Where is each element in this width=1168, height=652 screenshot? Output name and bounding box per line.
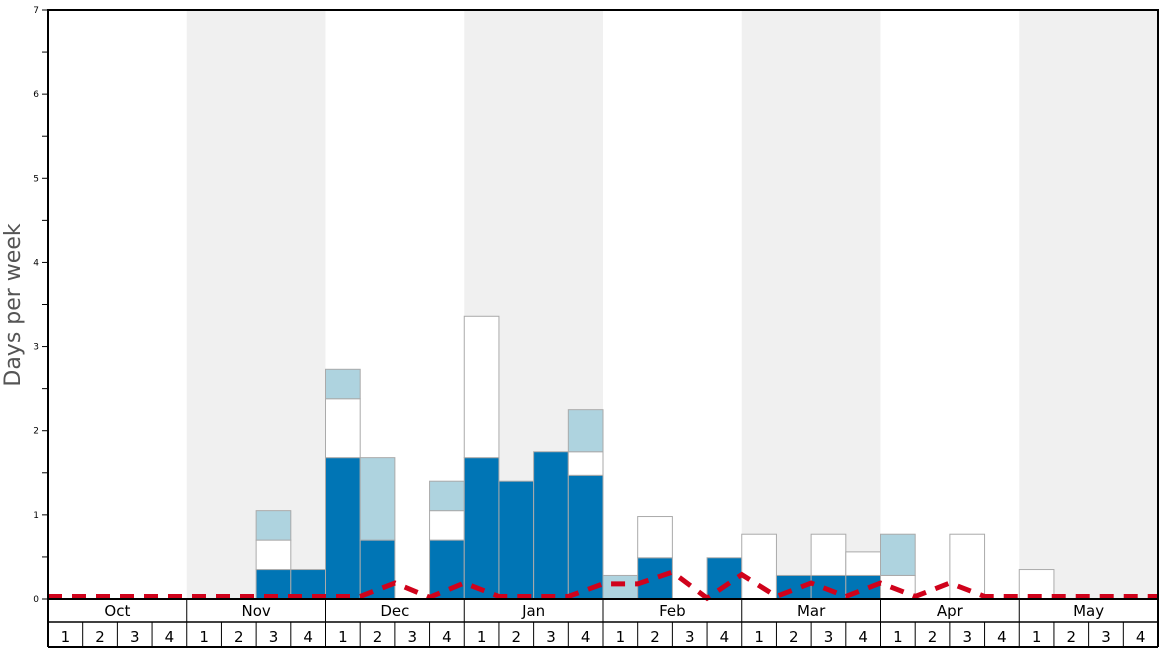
month-label-mar: Mar (797, 602, 826, 620)
bar-dark-week-13 (463, 457, 500, 600)
week-label: 4 (1136, 628, 1146, 646)
bar-dark-week-14 (498, 480, 535, 600)
y-tick-label: 3 (33, 343, 39, 353)
week-label: 4 (165, 628, 175, 646)
bar-white-week-24 (845, 551, 881, 576)
y-tick-label: 5 (33, 174, 39, 184)
bar-dark-week-12 (429, 539, 465, 600)
month-label-nov: Nov (241, 602, 270, 620)
week-label: 4 (581, 628, 591, 646)
bar-light-week-7 (255, 510, 292, 541)
bar-white-week-7 (255, 539, 292, 571)
week-label: 4 (442, 628, 452, 646)
week-label: 1 (338, 628, 348, 646)
y-tick-label: 1 (33, 511, 39, 521)
bar-light-week-9 (325, 368, 361, 400)
y-tick-label: 6 (33, 90, 39, 100)
month-shade-nov (186, 10, 326, 599)
week-label: 1 (61, 628, 71, 646)
bar-light-week-17 (602, 574, 639, 600)
y-axis-label: Days per week (1, 223, 26, 386)
month-label-oct: Oct (104, 602, 130, 620)
bar-white-week-23 (810, 533, 847, 576)
week-label: 3 (269, 628, 279, 646)
week-label: 3 (546, 628, 556, 646)
week-label: 1 (616, 628, 626, 646)
month-label-apr: Apr (937, 602, 964, 620)
month-label-jan: Jan (521, 602, 545, 620)
bar-light-week-12 (429, 480, 465, 512)
week-label: 2 (1067, 628, 1077, 646)
week-label: 3 (1101, 628, 1111, 646)
month-label-feb: Feb (659, 602, 686, 620)
week-label: 2 (650, 628, 660, 646)
bar-light-week-25 (880, 533, 916, 576)
y-tick-label: 2 (33, 427, 39, 437)
week-label: 4 (720, 628, 730, 646)
bar-dark-week-9 (325, 457, 361, 600)
month-shade-mar (741, 10, 881, 599)
bar-white-week-12 (429, 510, 465, 541)
week-label: 3 (685, 628, 695, 646)
week-label: 1 (477, 628, 487, 646)
week-label: 2 (789, 628, 799, 646)
bar-white-week-9 (325, 398, 361, 459)
bar-white-week-13 (463, 315, 500, 459)
bar-light-week-16 (567, 409, 604, 453)
week-label: 4 (997, 628, 1007, 646)
bar-dark-week-10 (359, 539, 396, 600)
bar-light-week-10 (359, 457, 396, 541)
week-label: 1 (754, 628, 764, 646)
bar-white-week-21 (741, 533, 777, 600)
week-label: 1 (199, 628, 209, 646)
y-tick-label: 7 (33, 6, 39, 16)
week-label: 3 (130, 628, 140, 646)
week-label: 3 (824, 628, 834, 646)
month-shade-may (1019, 10, 1158, 599)
week-label: 2 (95, 628, 105, 646)
week-label: 1 (893, 628, 903, 646)
week-label: 2 (234, 628, 244, 646)
bar-white-week-18 (637, 516, 673, 559)
week-label: 1 (1032, 628, 1042, 646)
month-label-may: May (1073, 602, 1104, 620)
week-label: 2 (373, 628, 383, 646)
bar-dark-week-20 (706, 557, 743, 600)
bar-dark-week-16 (567, 474, 604, 600)
week-label: 3 (407, 628, 417, 646)
bar-dark-week-15 (533, 451, 569, 600)
month-label-dec: Dec (380, 602, 409, 620)
bar-dark-week-18 (637, 557, 673, 600)
week-label: 2 (928, 628, 938, 646)
week-label: 3 (962, 628, 972, 646)
week-label: 4 (303, 628, 313, 646)
bar-white-week-16 (567, 451, 604, 476)
y-tick-label: 0 (33, 595, 39, 605)
week-label: 4 (858, 628, 868, 646)
y-tick-label: 4 (33, 258, 39, 268)
week-label: 2 (512, 628, 522, 646)
